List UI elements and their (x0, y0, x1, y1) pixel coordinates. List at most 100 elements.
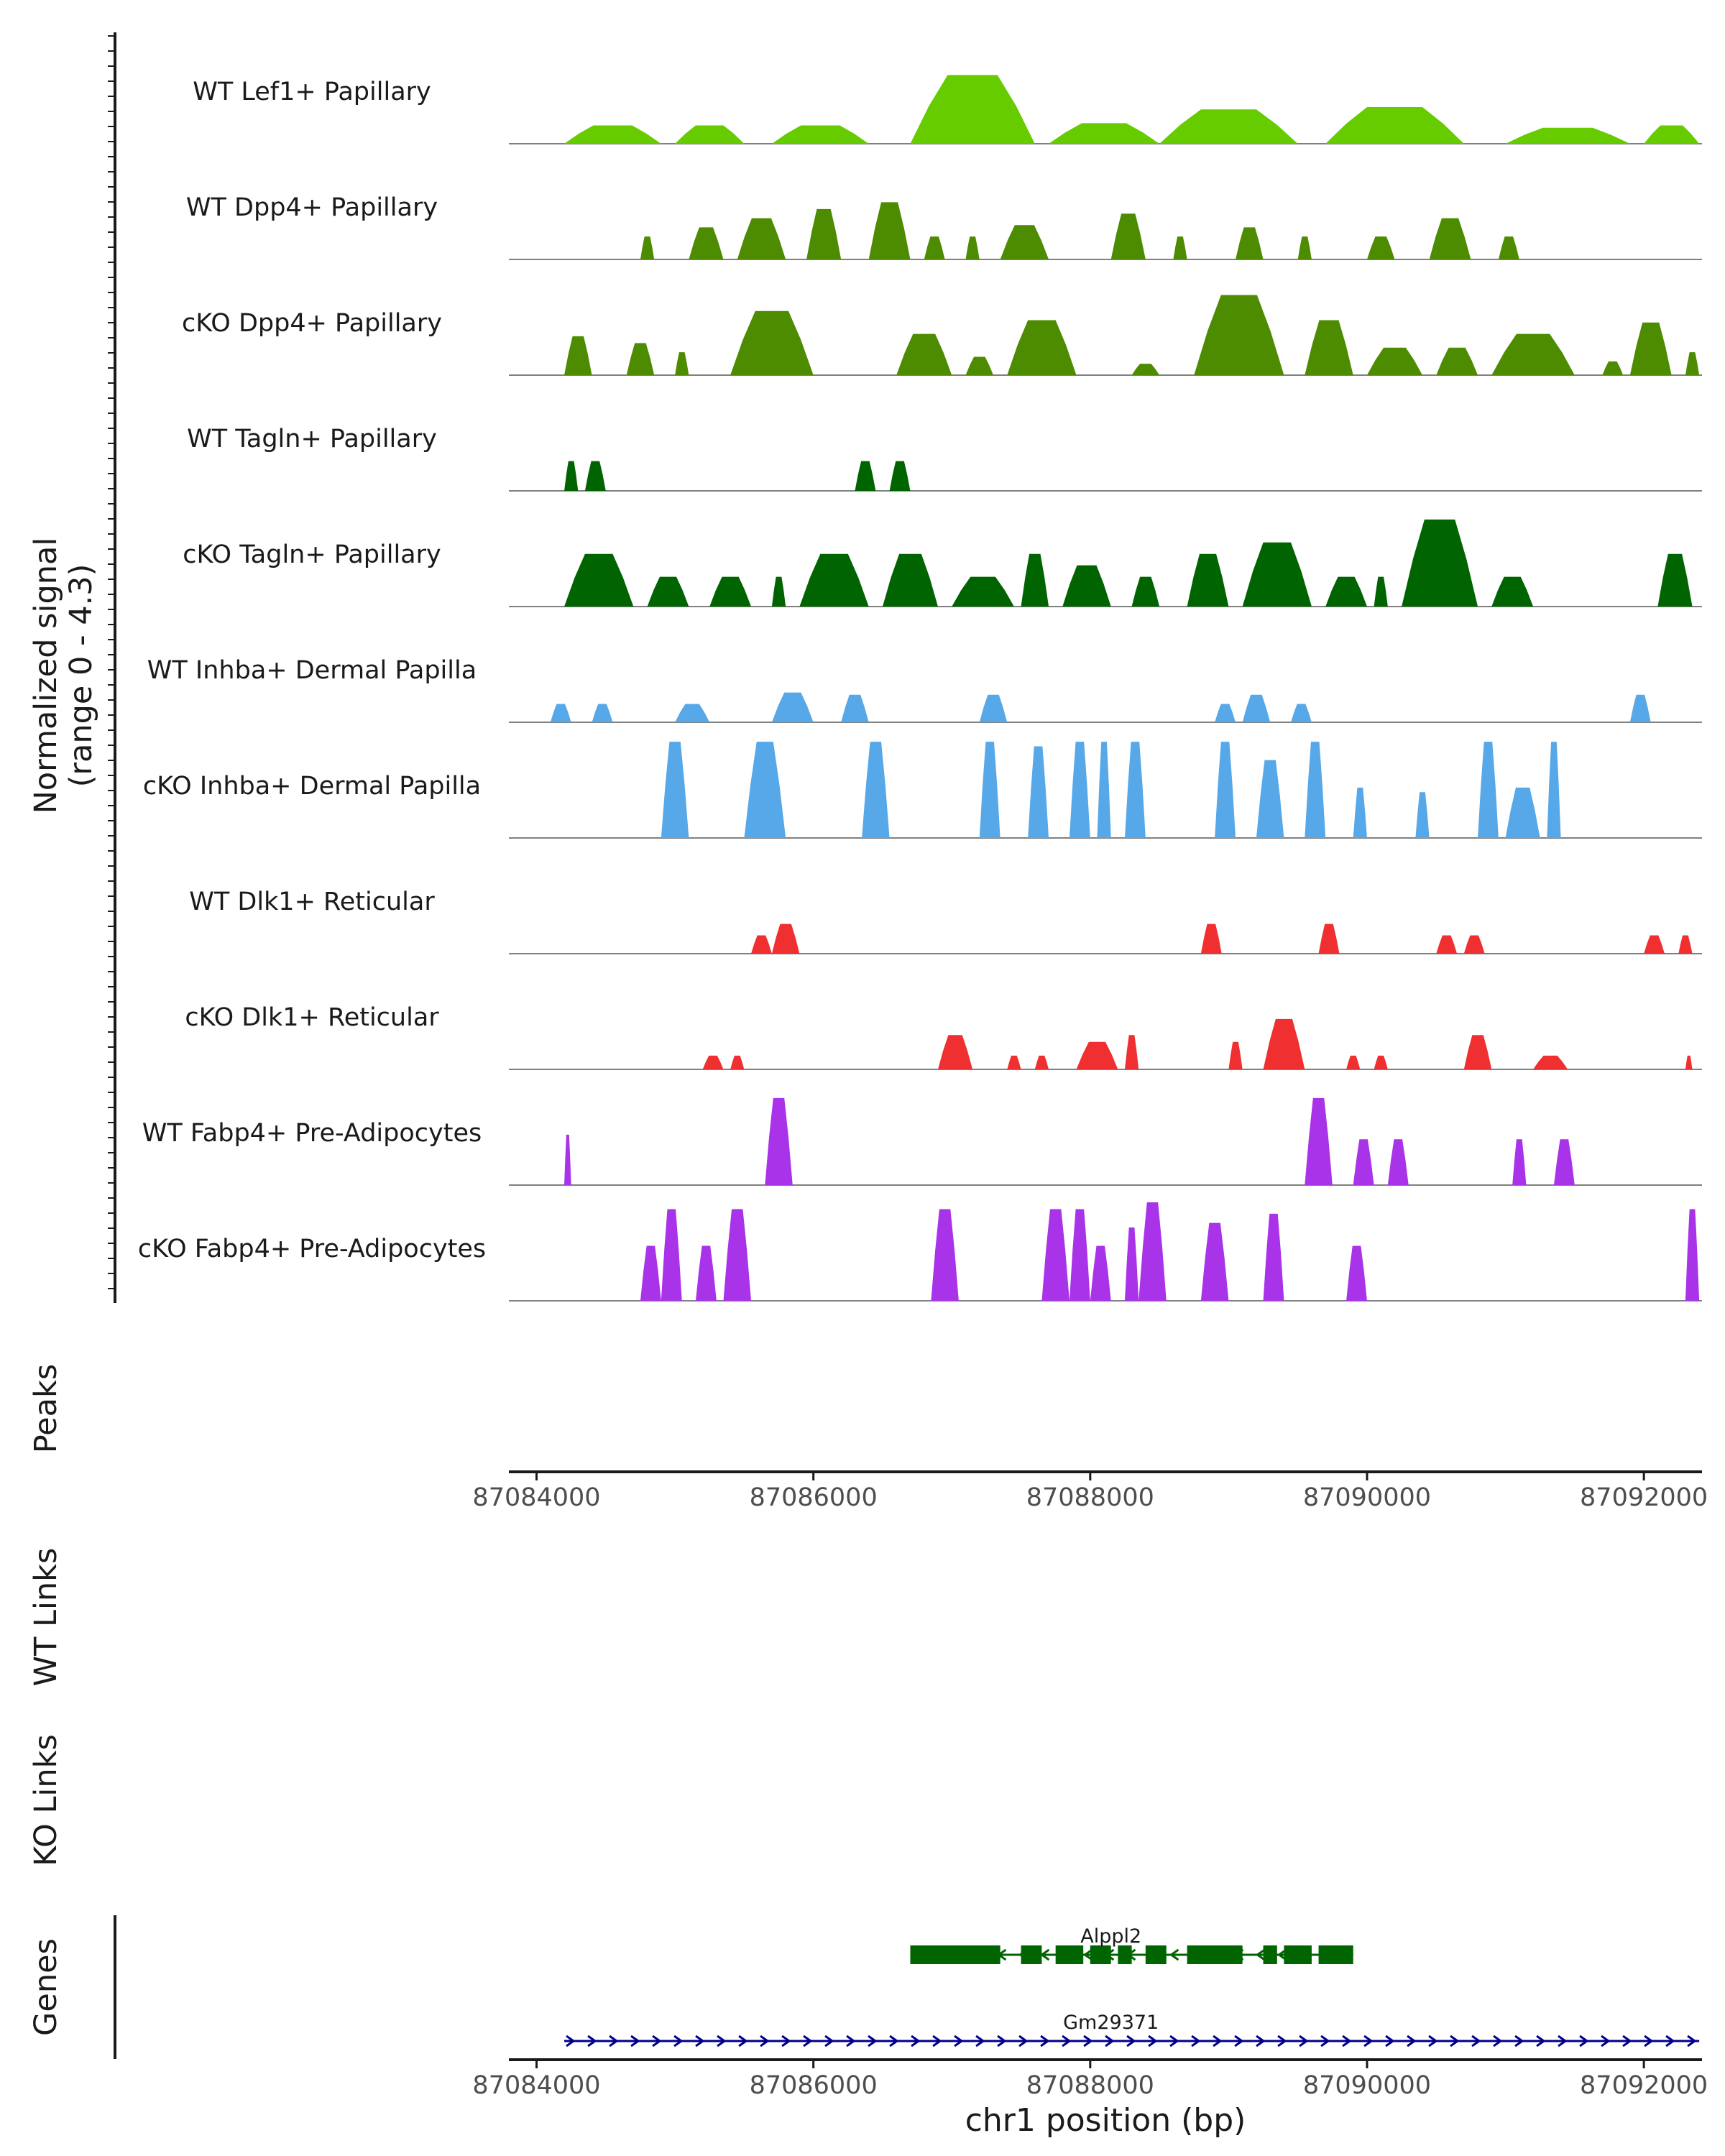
strand-arrow (1083, 2035, 1093, 2047)
strand-arrow (1622, 2035, 1632, 2047)
strand-arrow (1018, 2035, 1029, 2047)
signal-peak (550, 704, 571, 722)
strand-arrow (911, 2035, 921, 2047)
signal-peak (709, 576, 752, 607)
signal-peak (1200, 1222, 1229, 1301)
strand-arrow (1536, 2035, 1546, 2047)
gene-exon (1187, 1945, 1243, 1964)
signal-peak (1374, 576, 1388, 607)
signal-peak (695, 1245, 717, 1301)
signal-peak (1629, 322, 1672, 375)
signal-peak (952, 576, 1014, 607)
gene-exon (1021, 1945, 1042, 1964)
signal-peak (1007, 1055, 1021, 1069)
signal-peak (1553, 1139, 1575, 1185)
signal-peak (730, 310, 814, 375)
signal-peak (979, 742, 1000, 838)
signal-peak (910, 75, 1035, 144)
x-tick-label: 87086000 (750, 1483, 878, 1512)
gene-exon (1318, 1945, 1353, 1964)
signal-peak (1110, 213, 1146, 259)
signal-peak (1415, 792, 1430, 838)
signal-peak (1305, 742, 1326, 838)
signal-peak (1491, 333, 1575, 375)
signal-peak (1124, 1227, 1139, 1301)
gene-label: Gm29371 (1063, 2012, 1159, 2034)
signal-peak (1318, 923, 1340, 954)
signal-peak (1159, 109, 1298, 144)
signal-peak (1200, 923, 1222, 954)
signal-peak (1090, 1245, 1111, 1301)
signal-peak (1034, 1055, 1049, 1069)
strand-arrow (630, 2035, 640, 2047)
strand-arrow (1385, 2035, 1395, 2047)
signal-peak (737, 218, 786, 259)
signal-peak (889, 461, 911, 491)
signal-peak (1242, 694, 1271, 722)
signal-peak (1463, 1035, 1492, 1069)
track-label: WT Lef1+ Papillary (193, 78, 431, 106)
signal-peak (723, 1209, 752, 1301)
signal-peak (1353, 787, 1367, 838)
track-label: cKO Inhba+ Dermal Papilla (143, 772, 481, 801)
strand-arrow (1277, 2035, 1287, 2047)
signal-peak (1491, 576, 1534, 607)
signal-peak (1062, 565, 1111, 607)
signal-peak (1644, 125, 1700, 144)
signal-peak (689, 227, 724, 259)
signal-peak (1353, 1139, 1374, 1185)
strand-arrow (889, 2035, 899, 2047)
signal-peak (1131, 364, 1160, 375)
strand-arrow (1493, 2035, 1503, 2047)
signal-peak (841, 694, 869, 722)
signal-peak (626, 343, 655, 375)
strand-arrow (954, 2035, 964, 2047)
peaks-x-axis: 87084000 87086000 87088000 87090000 87092000 (472, 1472, 1708, 1512)
signal-peak (1547, 742, 1561, 838)
signal-peak (931, 1209, 959, 1301)
signal-peak (702, 1055, 724, 1069)
x-tick-label: 87090000 (1303, 2071, 1431, 2100)
signal-peak (965, 356, 994, 375)
strand-arrow (1363, 2035, 1374, 2047)
signal-peak (1194, 295, 1284, 375)
signal-peak (675, 125, 745, 144)
track-label: cKO Fabp4+ Pre-Adipocytes (138, 1235, 486, 1263)
signal-peak (1685, 1055, 1693, 1069)
signal-peak (1124, 742, 1146, 838)
strand-arrow (1665, 2035, 1675, 2047)
signal-peak (1069, 742, 1090, 838)
signal-peak (675, 704, 710, 722)
signal-peak (1263, 1213, 1284, 1301)
track-label: WT Tagln+ Papillary (187, 425, 437, 453)
signal-peak (1436, 935, 1458, 954)
signal-peak (937, 1035, 973, 1069)
genes-panel-label: Genes (28, 1938, 64, 2036)
signal-peak (765, 1097, 793, 1185)
gene-annotations: Alppl2 Gm29371 (564, 1925, 1700, 2047)
strand-arrow (1558, 2035, 1568, 2047)
signal-peak (1187, 553, 1229, 607)
signal-peak (1533, 1055, 1568, 1069)
strand-arrow (1320, 2035, 1330, 2047)
strand-arrow (1342, 2035, 1352, 2047)
signal-peak (1021, 553, 1049, 607)
peaks-panel-label: Peaks (28, 1364, 64, 1454)
strand-arrow (1276, 1948, 1287, 1961)
strand-arrow (1126, 2035, 1136, 2047)
signal-peak (1076, 1041, 1118, 1069)
x-tick-label: 87088000 (1026, 2071, 1154, 2100)
signal-peak (771, 923, 800, 954)
wt-links-panel-label: WT Links (28, 1548, 64, 1687)
signal-peak (806, 208, 842, 259)
signal-peak (1685, 1209, 1700, 1301)
strand-arrow (1687, 2035, 1697, 2047)
strand-arrow (781, 2035, 791, 2047)
gene-exon (910, 1945, 1000, 1964)
signal-peak (1657, 553, 1693, 607)
strand-arrow (1213, 2035, 1223, 2047)
signal-peak (1463, 935, 1485, 954)
signal-peak (862, 742, 890, 838)
strand-arrow (1255, 1948, 1266, 1961)
coverage-tracks: WT Lef1+ Papillary WT Dpp4+ Papillary cKO … (138, 75, 1702, 1302)
